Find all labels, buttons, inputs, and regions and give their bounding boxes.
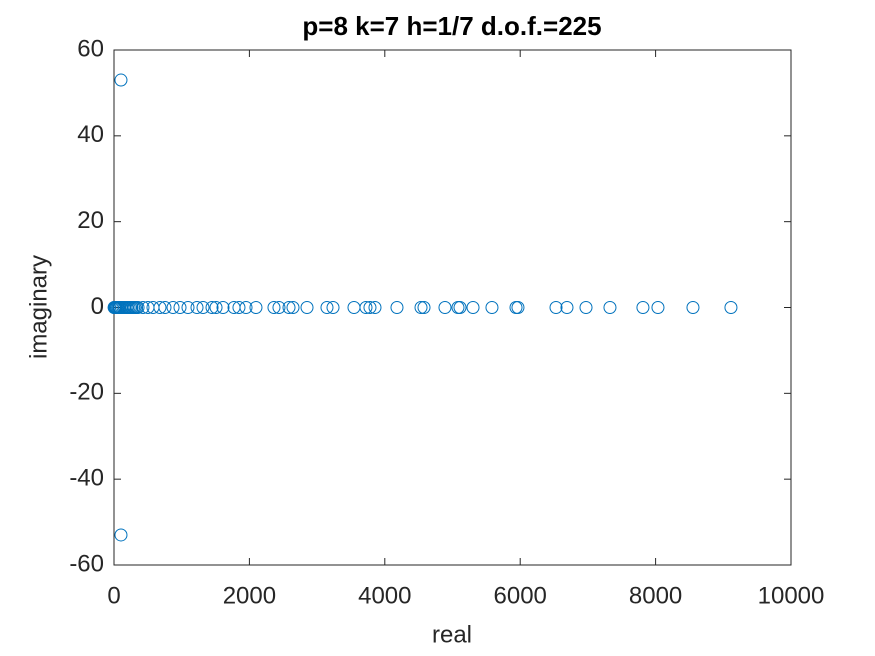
point [272,301,286,314]
point [190,301,204,314]
point [205,301,219,314]
y-tick-label: -20 [69,379,104,406]
point [153,301,167,314]
point [579,301,593,314]
point [239,301,253,314]
point [363,301,377,314]
point [414,301,428,314]
y-axis-label: imaginary [25,255,52,359]
point [359,301,373,314]
point [466,301,480,314]
y-tick-label: 20 [77,207,104,234]
point [216,301,230,314]
point [636,301,650,314]
x-tick-label: 10000 [758,582,825,609]
point [114,73,128,87]
point [651,301,665,314]
y-tick-label: 0 [91,293,104,320]
point [173,301,187,314]
point [209,301,223,314]
point [166,301,180,314]
point [320,301,334,314]
x-tick-label: 4000 [358,582,411,609]
y-tick-label: -40 [69,465,104,492]
point [603,301,617,314]
point [300,301,314,314]
point [438,301,452,314]
point [249,301,263,314]
x-tick-label: 2000 [223,582,276,609]
point [326,301,340,314]
point [136,301,150,314]
y-tick-label: 40 [77,121,104,148]
x-tick-label: 6000 [494,582,547,609]
point [131,301,145,314]
point [417,301,431,314]
point [368,301,382,314]
point [282,301,296,314]
x-tick-label: 8000 [629,582,682,609]
point [390,301,404,314]
point [511,301,525,314]
point [267,301,281,314]
y-tick-label: 60 [77,35,104,62]
point [196,301,210,314]
point [286,301,300,314]
point [158,301,172,314]
point [560,301,574,314]
point [181,301,195,314]
chart-title: p=8 k=7 h=1/7 d.o.f.=225 [302,11,601,41]
point [724,301,738,314]
point [485,301,499,314]
y-tick-label: -60 [69,550,104,577]
point [232,301,246,314]
point [549,301,563,314]
x-tick-label: 0 [107,582,120,609]
point [453,301,467,314]
x-axis-label: real [432,621,472,648]
point [686,301,700,314]
point [114,528,128,542]
